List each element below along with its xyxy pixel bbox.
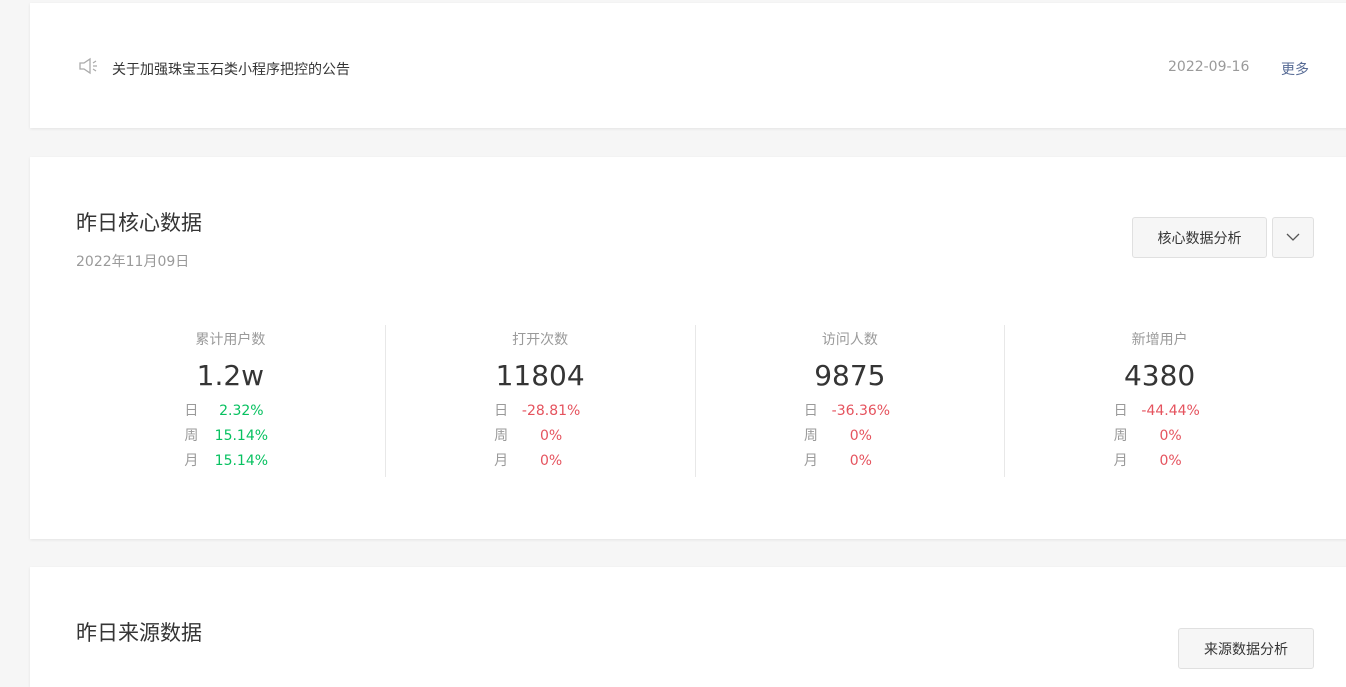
metrics-grid: 累计用户数 1.2w 日 2.32% 周 15.14% 月 15.14% 打开次数 11804 日 -… [76, 325, 1314, 477]
period-label: 周 [803, 428, 818, 444]
core-analysis-button[interactable]: 核心数据分析 [1132, 217, 1267, 258]
trend-value: -44.44% [1141, 403, 1200, 419]
trend-row: 周 0% [1005, 424, 1314, 449]
trend-row: 月 0% [386, 449, 695, 474]
data-date: 2022年11月09日 [76, 254, 190, 270]
trend-row: 日 -36.36% [696, 399, 1005, 424]
period-label: 月 [494, 453, 509, 469]
trend-value: 0% [540, 428, 563, 444]
metric-value: 4380 [1123, 359, 1196, 392]
more-link[interactable]: 更多 [1281, 62, 1309, 78]
metric-value: 1.2w [196, 359, 265, 392]
trend-value: 15.14% [214, 428, 269, 444]
trend-row: 周 0% [386, 424, 695, 449]
trend-row: 月 15.14% [76, 449, 385, 474]
metric-column: 访问人数 9875 日 -36.36% 周 0% 月 0% [694, 325, 1005, 477]
period-label: 周 [494, 428, 509, 444]
metric-column: 新增用户 4380 日 -44.44% 周 0% 月 0% [1004, 325, 1314, 477]
core-data-card: 昨日核心数据 2022年11月09日 核心数据分析 累计用户数 1.2w 日 2.32… [30, 157, 1346, 539]
period-label: 周 [184, 428, 199, 444]
period-label: 日 [184, 403, 199, 419]
section-title: 昨日核心数据 [76, 211, 202, 235]
chevron-down-icon [1286, 233, 1300, 241]
trend-value: -28.81% [521, 403, 581, 419]
source-analysis-button[interactable]: 来源数据分析 [1178, 628, 1314, 669]
speaker-icon [79, 57, 97, 75]
metric-label: 累计用户数 [195, 332, 266, 348]
trend-value: 0% [849, 428, 872, 444]
trend-value: 15.14% [214, 453, 269, 469]
trend-value: 0% [540, 453, 563, 469]
period-label: 月 [184, 453, 199, 469]
trend-row: 月 0% [696, 449, 1005, 474]
trend-value: 0% [849, 453, 872, 469]
trend-row: 日 -28.81% [386, 399, 695, 424]
notice-title[interactable]: 关于加强珠宝玉石类小程序把控的公告 [112, 62, 350, 78]
period-label: 日 [1113, 403, 1128, 419]
dropdown-button[interactable] [1272, 217, 1314, 258]
period-label: 月 [803, 453, 818, 469]
metric-label: 新增用户 [1131, 332, 1188, 348]
notice-date: 2022-09-16 [1168, 59, 1250, 75]
metric-value: 11804 [495, 359, 585, 392]
source-data-card: 昨日来源数据 来源数据分析 [30, 567, 1346, 687]
trend-value: -36.36% [831, 403, 891, 419]
trend-row: 日 -44.44% [1005, 399, 1314, 424]
trend-value: 2.32% [219, 403, 264, 419]
period-label: 月 [1113, 453, 1128, 469]
trend-row: 日 2.32% [76, 399, 385, 424]
metric-column: 累计用户数 1.2w 日 2.32% 周 15.14% 月 15.14% [76, 325, 385, 477]
period-label: 日 [803, 403, 818, 419]
section-title: 昨日来源数据 [76, 621, 202, 645]
trend-row: 周 0% [696, 424, 1005, 449]
trend-row: 周 15.14% [76, 424, 385, 449]
metric-label: 打开次数 [512, 332, 569, 348]
trend-row: 月 0% [1005, 449, 1314, 474]
period-label: 日 [494, 403, 509, 419]
trend-value: 0% [1159, 428, 1182, 444]
metric-column: 打开次数 11804 日 -28.81% 周 0% 月 0% [384, 325, 695, 477]
trend-value: 0% [1159, 453, 1182, 469]
notice-card: 关于加强珠宝玉石类小程序把控的公告 2022-09-16 更多 [30, 3, 1346, 128]
metric-value: 9875 [814, 359, 886, 392]
period-label: 周 [1113, 428, 1128, 444]
metric-label: 访问人数 [821, 332, 878, 348]
